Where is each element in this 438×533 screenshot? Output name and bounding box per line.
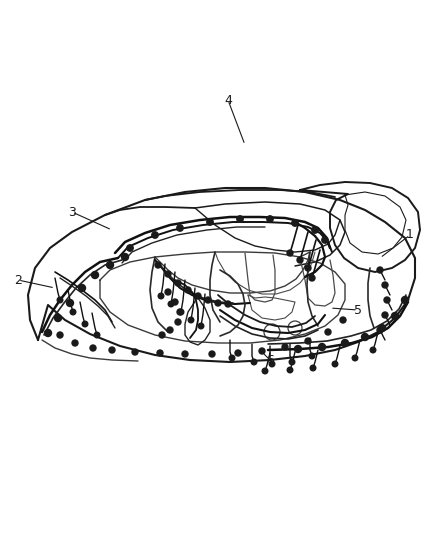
Circle shape	[82, 321, 88, 327]
Circle shape	[237, 216, 243, 222]
Circle shape	[90, 345, 96, 351]
Circle shape	[209, 351, 215, 357]
Circle shape	[287, 250, 293, 256]
Circle shape	[72, 340, 78, 346]
Circle shape	[340, 317, 346, 323]
Circle shape	[229, 355, 235, 361]
Circle shape	[175, 319, 181, 325]
Circle shape	[198, 323, 204, 329]
Circle shape	[342, 340, 349, 346]
Circle shape	[287, 367, 293, 373]
Circle shape	[185, 287, 191, 293]
Circle shape	[175, 280, 181, 286]
Circle shape	[127, 245, 133, 251]
Circle shape	[188, 317, 194, 323]
Circle shape	[205, 297, 211, 303]
Circle shape	[384, 297, 390, 303]
Text: 1: 1	[406, 229, 414, 241]
Circle shape	[106, 262, 113, 269]
Text: 4: 4	[224, 93, 232, 107]
Circle shape	[294, 345, 301, 352]
Circle shape	[167, 327, 173, 333]
Circle shape	[155, 262, 161, 268]
Circle shape	[178, 309, 184, 315]
Circle shape	[322, 237, 328, 243]
Circle shape	[157, 350, 163, 356]
Circle shape	[92, 271, 99, 279]
Circle shape	[158, 293, 164, 299]
Circle shape	[121, 254, 128, 261]
Circle shape	[259, 348, 265, 354]
Circle shape	[132, 349, 138, 355]
Circle shape	[177, 309, 183, 315]
Circle shape	[159, 332, 165, 338]
Circle shape	[165, 289, 171, 295]
Circle shape	[267, 216, 273, 222]
Circle shape	[309, 275, 315, 281]
Circle shape	[377, 327, 383, 333]
Circle shape	[251, 359, 257, 365]
Circle shape	[402, 296, 409, 303]
Circle shape	[165, 271, 171, 277]
Circle shape	[392, 312, 399, 319]
Circle shape	[305, 265, 311, 271]
Text: 5: 5	[354, 303, 362, 317]
Circle shape	[54, 314, 61, 321]
Circle shape	[78, 285, 85, 292]
Circle shape	[207, 219, 213, 225]
Text: 6: 6	[266, 353, 274, 367]
Circle shape	[168, 301, 174, 307]
Circle shape	[70, 309, 76, 315]
Circle shape	[215, 300, 221, 306]
Circle shape	[57, 297, 63, 303]
Circle shape	[305, 338, 311, 344]
Circle shape	[45, 329, 52, 336]
Circle shape	[352, 355, 358, 361]
Circle shape	[195, 293, 201, 299]
Text: 3: 3	[68, 206, 76, 219]
Circle shape	[289, 359, 295, 365]
Circle shape	[152, 232, 158, 238]
Circle shape	[377, 267, 383, 273]
Circle shape	[378, 325, 385, 332]
Circle shape	[235, 350, 241, 356]
Circle shape	[382, 312, 388, 318]
Circle shape	[67, 300, 74, 306]
Circle shape	[262, 368, 268, 374]
Circle shape	[325, 329, 331, 335]
Circle shape	[309, 353, 315, 359]
Circle shape	[318, 343, 325, 351]
Circle shape	[182, 351, 188, 357]
Circle shape	[282, 344, 288, 350]
Circle shape	[370, 347, 376, 353]
Circle shape	[94, 332, 100, 338]
Circle shape	[225, 301, 231, 307]
Text: 2: 2	[14, 273, 22, 287]
Circle shape	[172, 299, 178, 305]
Circle shape	[332, 361, 338, 367]
Circle shape	[292, 220, 298, 226]
Circle shape	[57, 332, 63, 338]
Circle shape	[177, 225, 183, 231]
Circle shape	[382, 282, 388, 288]
Circle shape	[109, 347, 115, 353]
Circle shape	[361, 334, 368, 341]
Circle shape	[312, 227, 318, 233]
Circle shape	[297, 257, 303, 263]
Circle shape	[310, 365, 316, 371]
Circle shape	[269, 361, 275, 367]
